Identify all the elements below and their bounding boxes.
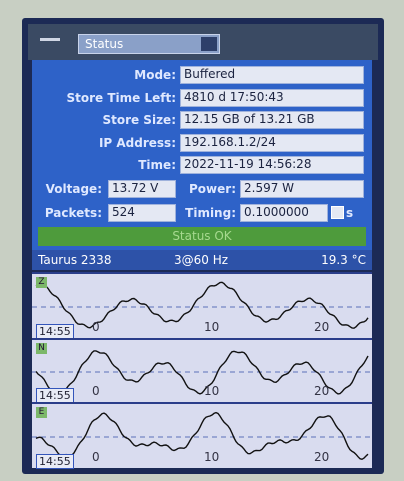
timing-label: Timing: (185, 206, 236, 220)
voltage-label: Voltage: (45, 182, 102, 196)
power-label: Power: (189, 182, 236, 196)
dropdown[interactable]: Status (78, 34, 220, 54)
trace-panel: Z 14:55 0 10 20 (32, 272, 372, 339)
time-label: 14:55 (36, 324, 74, 339)
field-value: 12.15 GB of 13.21 GB (180, 111, 364, 129)
menu-icon[interactable] (40, 38, 60, 41)
power-value: 2.597 W (240, 180, 364, 198)
time-tick-label: 0 (92, 450, 100, 464)
time-tick-label: 0 (92, 320, 100, 334)
dropdown-button[interactable] (201, 37, 217, 51)
field-value: 2022-11-19 14:56:28 (180, 156, 364, 174)
field-label: IP Address: (98, 136, 176, 150)
dropdown-text: Status (85, 37, 124, 51)
waveform (32, 350, 372, 395)
timing-value: 0.1000000 (240, 204, 328, 222)
status-bar: Status OK (38, 227, 366, 246)
voltage-value: 13.72 V (108, 180, 176, 198)
waveform-line (35, 350, 369, 395)
time-tick-label: 20 (314, 320, 330, 334)
field-value: 192.168.1.2/24 (180, 134, 364, 152)
channel-label: Z (36, 277, 47, 288)
temperature: 19.3 °C (321, 253, 366, 267)
channel-label: E (36, 407, 47, 418)
field-label: Mode: (134, 68, 176, 82)
time-tick-label: 20 (314, 384, 330, 398)
field-label: Time: (138, 158, 176, 172)
packets-value: 524 (108, 204, 176, 222)
time-tick-label: 20 (314, 450, 330, 464)
time-label: 14:55 (36, 388, 74, 403)
waveform-line (35, 281, 369, 329)
field-value: 4810 d 17:50:43 (180, 89, 364, 107)
timing-checkbox[interactable] (331, 206, 344, 219)
time-tick-label: 10 (204, 450, 220, 464)
packets-label: Packets: (44, 206, 102, 220)
waveform (32, 411, 372, 461)
time-tick-label: 0 (92, 384, 100, 398)
info-bar (32, 250, 372, 270)
trace-panel: N 14:55 0 10 20 (32, 338, 372, 403)
field-value: Buffered (180, 66, 364, 84)
channel-label: N (36, 343, 47, 354)
field-label: Store Time Left: (66, 91, 176, 105)
device-name: Taurus 2338 (38, 253, 112, 267)
timing-unit: s (346, 206, 354, 220)
waveform (32, 281, 372, 329)
time-label: 14:55 (36, 454, 74, 469)
waveform-line (35, 411, 369, 461)
field-label: Store Size: (102, 113, 176, 127)
time-tick-label: 10 (204, 320, 220, 334)
time-tick-label: 10 (204, 384, 220, 398)
trace-panel: E 14:55 0 10 20 (32, 402, 372, 469)
sample-rate: 3@60 Hz (174, 253, 229, 267)
